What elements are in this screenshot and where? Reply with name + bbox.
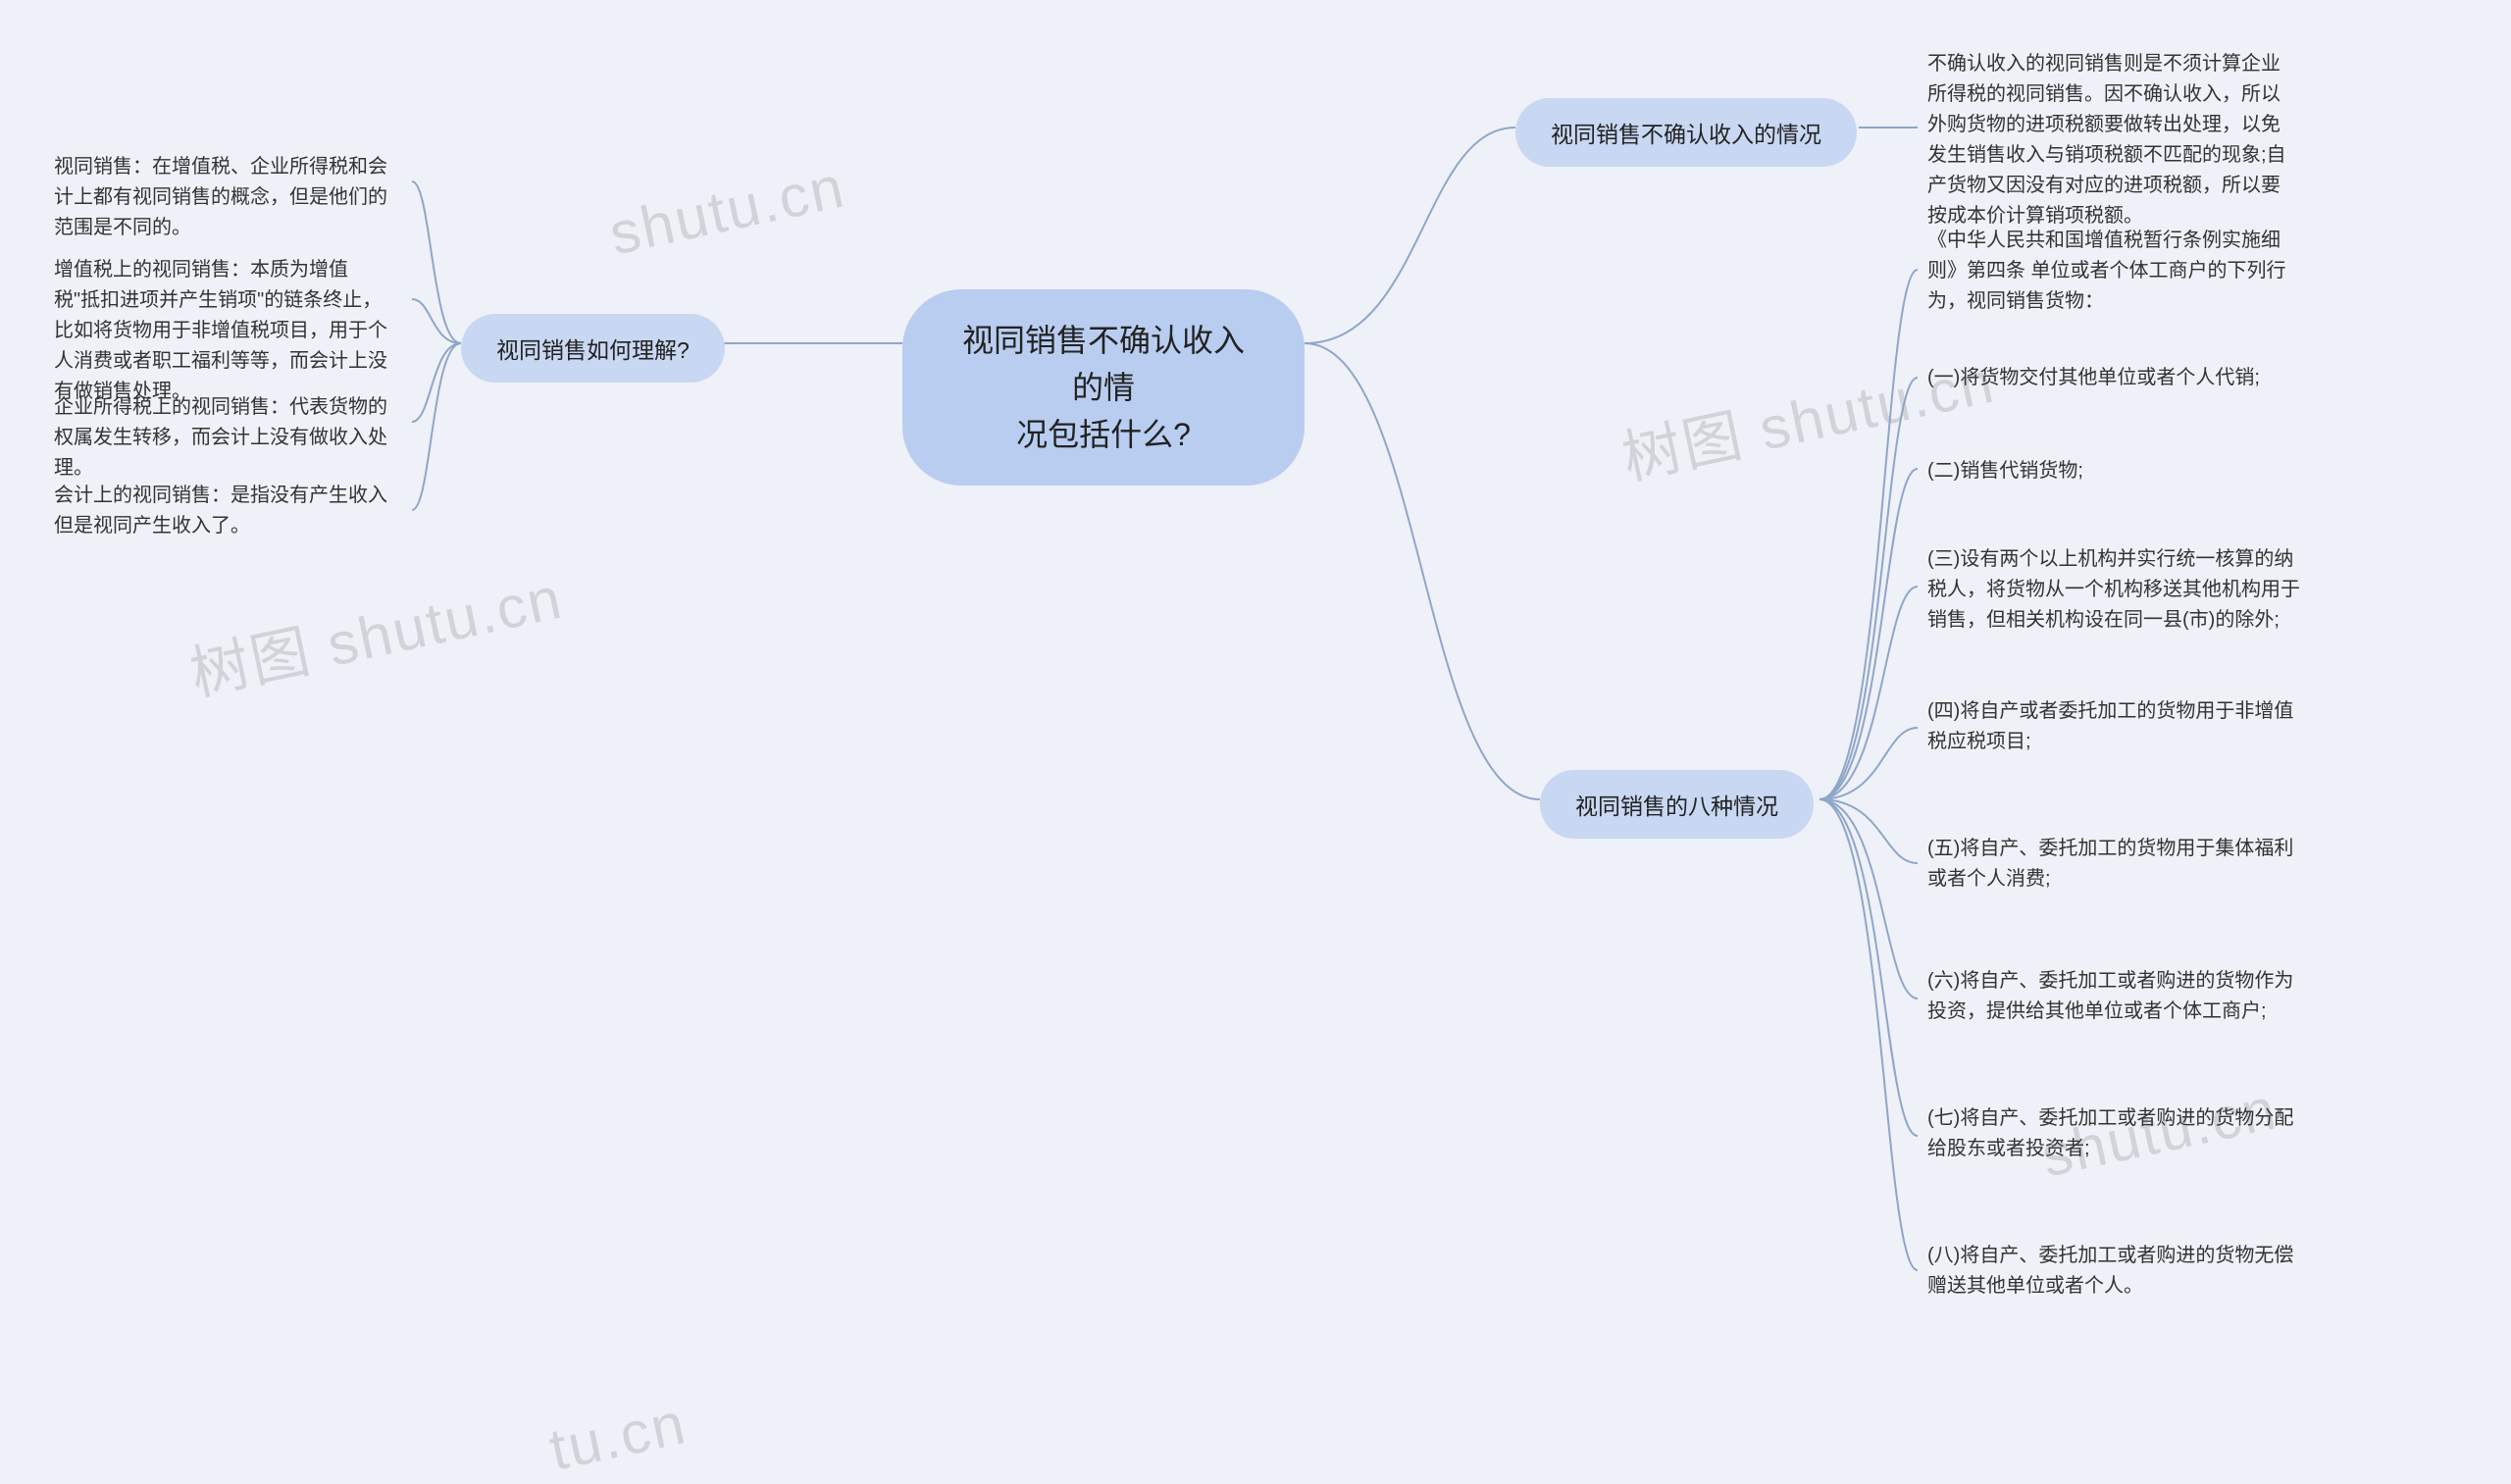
watermark: tu.cn xyxy=(543,1389,692,1484)
right-leaf: (五)将自产、委托加工的货物用于集体福利或者个人消费; xyxy=(1927,834,2300,895)
right-leaf: (一)将货物交付其他单位或者个人代销; xyxy=(1927,363,2300,393)
right-leaf: (三)设有两个以上机构并实行统一核算的纳税人，将货物从一个机构移送其他机构用于销… xyxy=(1927,544,2300,636)
center-node: 视同销售不确认收入的情 况包括什么? xyxy=(902,289,1305,486)
right-branch-2-label: 视同销售的八种情况 xyxy=(1575,788,1778,821)
center-line2: 况包括什么? xyxy=(1016,417,1191,452)
left-leaf: 视同销售：在增值税、企业所得税和会计上都有视同销售的概念，但是他们的范围是不同的… xyxy=(54,152,387,243)
right-branch-1-leaf: 不确认收入的视同销售则是不须计算企业所得税的视同销售。因不确认收入，所以外购货物… xyxy=(1927,49,2290,231)
right-leaf: (七)将自产、委托加工或者购进的货物分配给股东或者投资者; xyxy=(1927,1103,2300,1164)
left-branch-node: 视同销售如何理解? xyxy=(461,314,725,383)
right-leaf: (八)将自产、委托加工或者购进的货物无偿赠送其他单位或者个人。 xyxy=(1927,1241,2300,1302)
right-leaf: (四)将自产或者委托加工的货物用于非增值税应税项目; xyxy=(1927,696,2300,757)
right-leaf: (二)销售代销货物; xyxy=(1927,456,2300,486)
left-leaf: 会计上的视同销售：是指没有产生收入但是视同产生收入了。 xyxy=(54,481,387,541)
right-leaf: 《中华人民共和国增值税暂行条例实施细则》第四条 单位或者个体工商户的下列行为，视… xyxy=(1927,226,2300,317)
right-leaf: (六)将自产、委托加工或者购进的货物作为投资，提供给其他单位或者个体工商户; xyxy=(1927,966,2300,1027)
right-branch-2-node: 视同销售的八种情况 xyxy=(1540,770,1814,839)
center-line1: 视同销售不确认收入的情 xyxy=(962,323,1245,405)
left-leaf: 增值税上的视同销售：本质为增值税"抵扣进项并产生销项"的链条终止，比如将货物用于… xyxy=(54,255,387,407)
watermark: 树图 shutu.cn xyxy=(181,550,569,712)
left-branch-label: 视同销售如何理解? xyxy=(496,332,690,365)
left-leaf: 企业所得税上的视同销售：代表货物的权属发生转移，而会计上没有做收入处理。 xyxy=(54,392,387,484)
watermark: shutu.cn xyxy=(603,153,850,269)
right-branch-1-node: 视同销售不确认收入的情况 xyxy=(1515,98,1857,167)
right-branch-1-label: 视同销售不确认收入的情况 xyxy=(1551,116,1821,149)
